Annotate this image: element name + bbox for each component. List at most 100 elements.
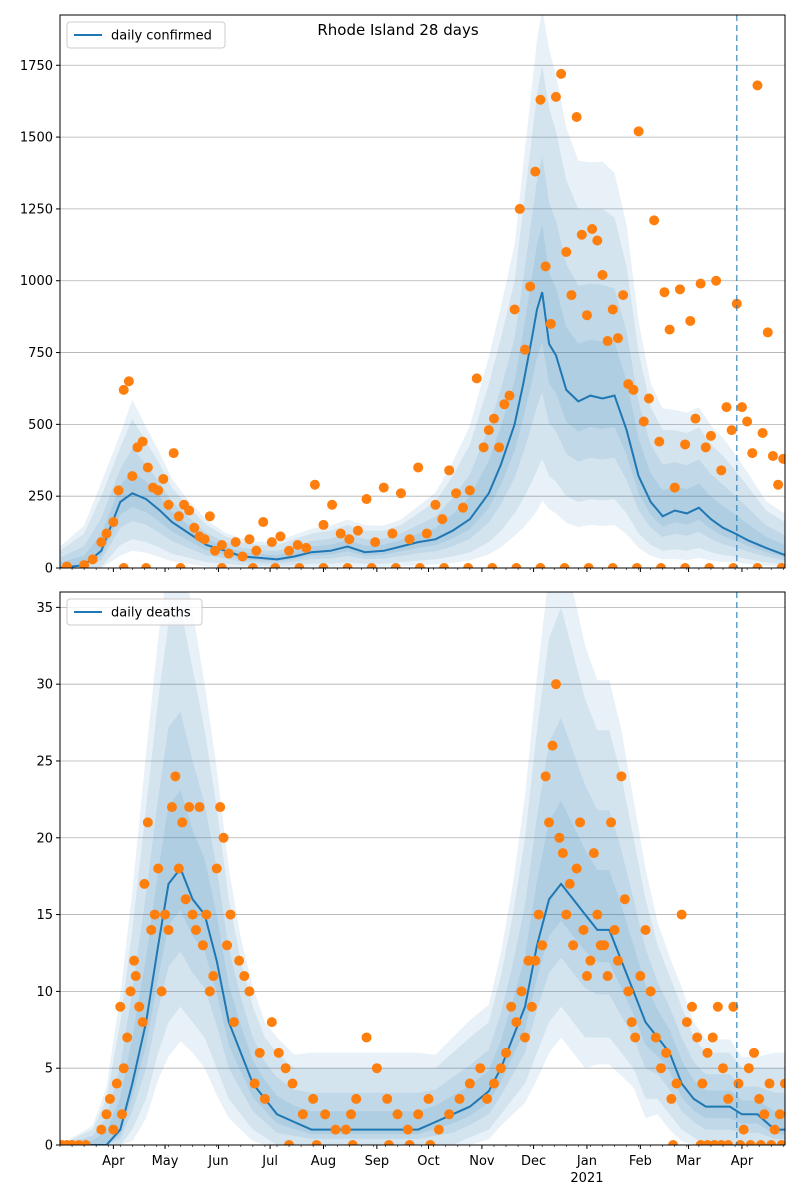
x-tick-label: Mar (676, 1154, 701, 1169)
data-point (728, 563, 739, 568)
data-point (351, 1093, 362, 1104)
data-point (104, 1093, 115, 1104)
data-point (609, 924, 620, 935)
data-point (170, 771, 181, 782)
data-point (425, 1140, 436, 1145)
data-point (127, 471, 138, 482)
data-point (258, 517, 269, 528)
data-point (194, 802, 205, 813)
confirmed-cases-panel: 0 250 500 750 1000 1250 1500 1750 daily confirme… (20, 14, 786, 577)
data-point (511, 1017, 522, 1028)
data-point (592, 235, 603, 246)
legend-box (66, 598, 203, 626)
data-point (568, 940, 579, 951)
x-tick-label: Feb (629, 1154, 652, 1169)
data-point (743, 1063, 754, 1074)
legend-label: daily deaths (111, 606, 191, 621)
data-point (413, 1109, 424, 1120)
data-point (494, 442, 505, 453)
data-point (757, 427, 768, 438)
data-point (430, 499, 441, 510)
data-point (519, 1032, 530, 1043)
data-point (537, 940, 548, 951)
data-point (284, 545, 295, 556)
data-point (254, 1047, 265, 1058)
data-point (361, 494, 372, 505)
data-point (671, 1078, 682, 1089)
data-point (79, 560, 90, 568)
x-tick-label: Apr (731, 1154, 754, 1169)
data-point (733, 1078, 744, 1089)
data-point (587, 224, 598, 235)
data-point (318, 563, 329, 568)
data-point (583, 563, 594, 568)
data-point (695, 278, 706, 289)
data-point (61, 561, 72, 568)
data-point (705, 430, 716, 441)
data-point (237, 551, 248, 562)
data-point (464, 485, 475, 496)
deaths-panel: 0 5 10 15 20 25 30 35 Apr May Jun Jul Aug Sep Oct Nov De… (36, 591, 786, 1186)
data-point (390, 563, 401, 568)
data-point (700, 442, 711, 453)
x-year-label: 2021 (570, 1171, 603, 1186)
data-point (762, 327, 773, 338)
data-point (247, 563, 258, 568)
data-point (230, 537, 241, 548)
uncertainty-band (60, 65, 785, 568)
data-point (270, 563, 281, 568)
data-point (175, 563, 186, 568)
data-point (525, 281, 536, 292)
data-point (766, 1140, 777, 1145)
data-point (201, 909, 212, 920)
y-tick-label: 250 (28, 490, 53, 505)
data-point (101, 528, 112, 539)
data-point (199, 534, 210, 545)
uncertainty-band (60, 607, 785, 1145)
data-point (173, 863, 184, 874)
y-tick-label: 35 (36, 601, 53, 616)
data-point (607, 563, 618, 568)
data-point (544, 817, 555, 828)
data-point (142, 462, 153, 473)
data-point (421, 528, 432, 539)
data-point (371, 1063, 382, 1074)
data-point (414, 563, 425, 568)
data-point (413, 462, 424, 473)
data-point (139, 878, 150, 889)
data-point (383, 1140, 394, 1145)
data-point (530, 166, 541, 177)
data-point (535, 563, 546, 568)
data-point (645, 986, 656, 997)
data-point (173, 511, 184, 522)
data-point (736, 402, 747, 413)
data-point (669, 482, 680, 493)
data-point (439, 563, 450, 568)
x-tick-label: Apr (102, 1154, 125, 1169)
data-point (352, 525, 363, 536)
data-point (566, 290, 577, 301)
data-point (197, 940, 208, 951)
data-point (526, 1001, 537, 1012)
data-point (578, 924, 589, 935)
data-point (273, 1047, 284, 1058)
data-point (137, 1017, 148, 1028)
data-point (130, 971, 141, 982)
data-point (516, 986, 527, 997)
data-point (488, 1078, 499, 1089)
data-point (504, 390, 515, 401)
data-point (661, 1047, 672, 1058)
data-point (656, 563, 667, 568)
data-point (576, 229, 587, 240)
data-point (163, 499, 174, 510)
data-point (735, 1140, 746, 1145)
data-point (320, 1109, 331, 1120)
data-point (346, 1109, 357, 1120)
plot-area (60, 592, 785, 1145)
data-point (160, 909, 171, 920)
data-point (177, 817, 188, 828)
data-point (444, 465, 455, 476)
data-point (547, 740, 558, 751)
data-point (478, 442, 489, 453)
data-point (180, 894, 191, 905)
